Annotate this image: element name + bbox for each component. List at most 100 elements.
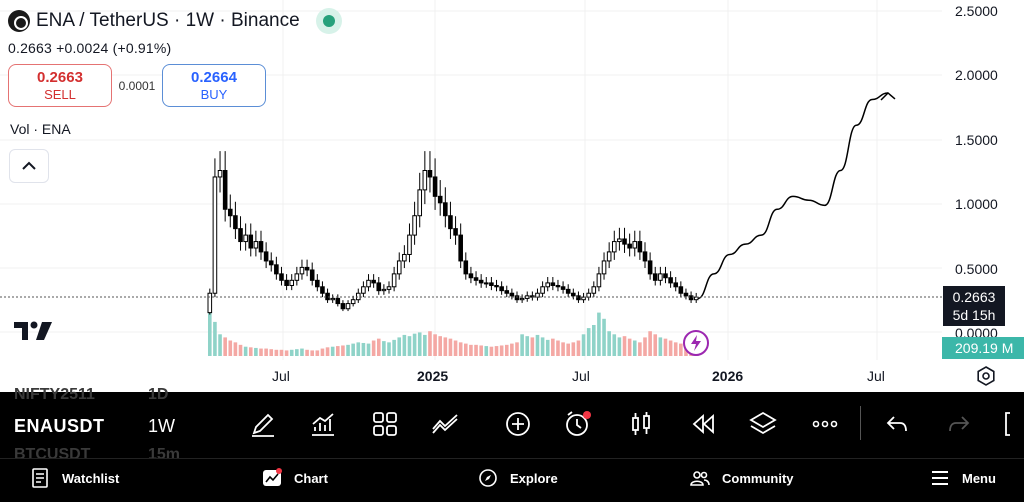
layers-icon[interactable] (748, 409, 778, 439)
flash-icon[interactable] (683, 330, 709, 356)
candle[interactable] (248, 234, 254, 249)
projection-arrow-path[interactable] (697, 92, 889, 300)
layout-icon[interactable] (370, 409, 400, 439)
candle[interactable] (458, 234, 463, 262)
sell-button[interactable]: 0.2663 SELL (8, 64, 112, 107)
candle[interactable] (299, 266, 305, 275)
candle[interactable] (304, 266, 310, 271)
candle[interactable] (222, 170, 228, 210)
nav-menu[interactable]: Menu (930, 468, 996, 488)
candle[interactable] (376, 282, 382, 292)
candle[interactable] (473, 277, 479, 281)
candle[interactable] (263, 251, 269, 262)
candle[interactable] (668, 277, 673, 284)
indicators-icon[interactable] (308, 409, 338, 439)
replay-icon[interactable] (688, 409, 718, 439)
candle[interactable] (622, 238, 627, 245)
candle[interactable] (207, 292, 213, 314)
candle[interactable] (560, 286, 566, 290)
candle[interactable] (489, 282, 494, 286)
candle[interactable] (499, 286, 504, 292)
candle[interactable] (463, 260, 469, 275)
candle[interactable] (617, 238, 622, 243)
candle[interactable] (391, 273, 397, 288)
candle[interactable] (509, 292, 515, 297)
candle[interactable] (693, 296, 699, 301)
candle[interactable] (320, 286, 325, 294)
candle[interactable] (565, 288, 571, 294)
candle[interactable] (550, 282, 556, 286)
candle[interactable] (642, 251, 648, 262)
candle[interactable] (315, 279, 320, 288)
candle[interactable] (350, 299, 356, 305)
settings-icon[interactable] (976, 366, 996, 386)
candle[interactable] (330, 297, 335, 301)
fullscreen-icon[interactable] (996, 409, 1024, 439)
buy-button[interactable]: 0.2664 BUY (162, 64, 266, 107)
candle[interactable] (514, 295, 520, 301)
candle[interactable] (611, 241, 617, 253)
candle[interactable] (453, 228, 458, 236)
candle[interactable] (212, 176, 218, 294)
candle[interactable] (596, 273, 602, 288)
candle[interactable] (494, 284, 499, 288)
redo-icon[interactable] (944, 409, 974, 439)
candle[interactable] (673, 282, 679, 288)
candle-type-icon[interactable] (626, 409, 656, 439)
candle[interactable] (545, 282, 551, 288)
candle[interactable] (519, 297, 525, 301)
candle[interactable] (483, 282, 489, 285)
candle[interactable] (396, 260, 402, 275)
candle[interactable] (279, 273, 284, 281)
candle[interactable] (274, 264, 279, 275)
candle[interactable] (371, 279, 376, 284)
symbol-title[interactable]: ENA / TetherUS · 1W · Binance (36, 10, 300, 31)
candle[interactable] (381, 288, 387, 292)
symbol-selector[interactable]: ENAUSDT (14, 416, 105, 436)
candle[interactable] (386, 286, 392, 290)
collapse-legend-button[interactable] (9, 149, 49, 183)
candle[interactable] (627, 243, 632, 249)
nav-chart[interactable]: Chart (262, 468, 328, 488)
candle[interactable] (227, 208, 233, 217)
candle[interactable] (688, 295, 694, 301)
candle[interactable] (571, 292, 576, 297)
candle[interactable] (407, 234, 412, 255)
pen-icon[interactable] (248, 409, 278, 439)
candle[interactable] (355, 292, 361, 301)
candle[interactable] (504, 290, 510, 294)
candle[interactable] (683, 292, 689, 297)
more-icon[interactable] (810, 409, 840, 439)
previous-symbol[interactable]: NIFTY2511 (14, 386, 95, 403)
interval-selector[interactable]: 1W (148, 416, 175, 436)
candle[interactable] (678, 286, 684, 294)
candle[interactable] (345, 303, 351, 310)
nav-explore[interactable]: Explore (478, 468, 558, 488)
candle[interactable] (591, 286, 597, 294)
candle[interactable] (258, 241, 264, 253)
candle[interactable] (253, 241, 259, 249)
candle[interactable] (576, 295, 581, 301)
candle[interactable] (268, 260, 274, 266)
candle[interactable] (637, 241, 643, 253)
candle[interactable] (448, 215, 453, 230)
add-icon[interactable] (503, 409, 533, 439)
drawings-icon[interactable] (430, 409, 460, 439)
candle[interactable] (284, 279, 289, 286)
candle[interactable] (294, 273, 300, 281)
candle[interactable] (540, 286, 545, 294)
candle[interactable] (217, 170, 223, 178)
candle[interactable] (289, 279, 295, 286)
candle[interactable] (361, 286, 366, 294)
candle[interactable] (309, 269, 315, 281)
candle[interactable] (443, 202, 448, 217)
candle[interactable] (478, 279, 484, 284)
undo-icon[interactable] (882, 409, 912, 439)
candle[interactable] (402, 253, 407, 262)
candle[interactable] (340, 303, 346, 310)
candle[interactable] (601, 260, 607, 275)
candle[interactable] (555, 284, 561, 288)
candle[interactable] (422, 170, 428, 191)
candle[interactable] (243, 234, 248, 243)
candle[interactable] (417, 189, 423, 217)
